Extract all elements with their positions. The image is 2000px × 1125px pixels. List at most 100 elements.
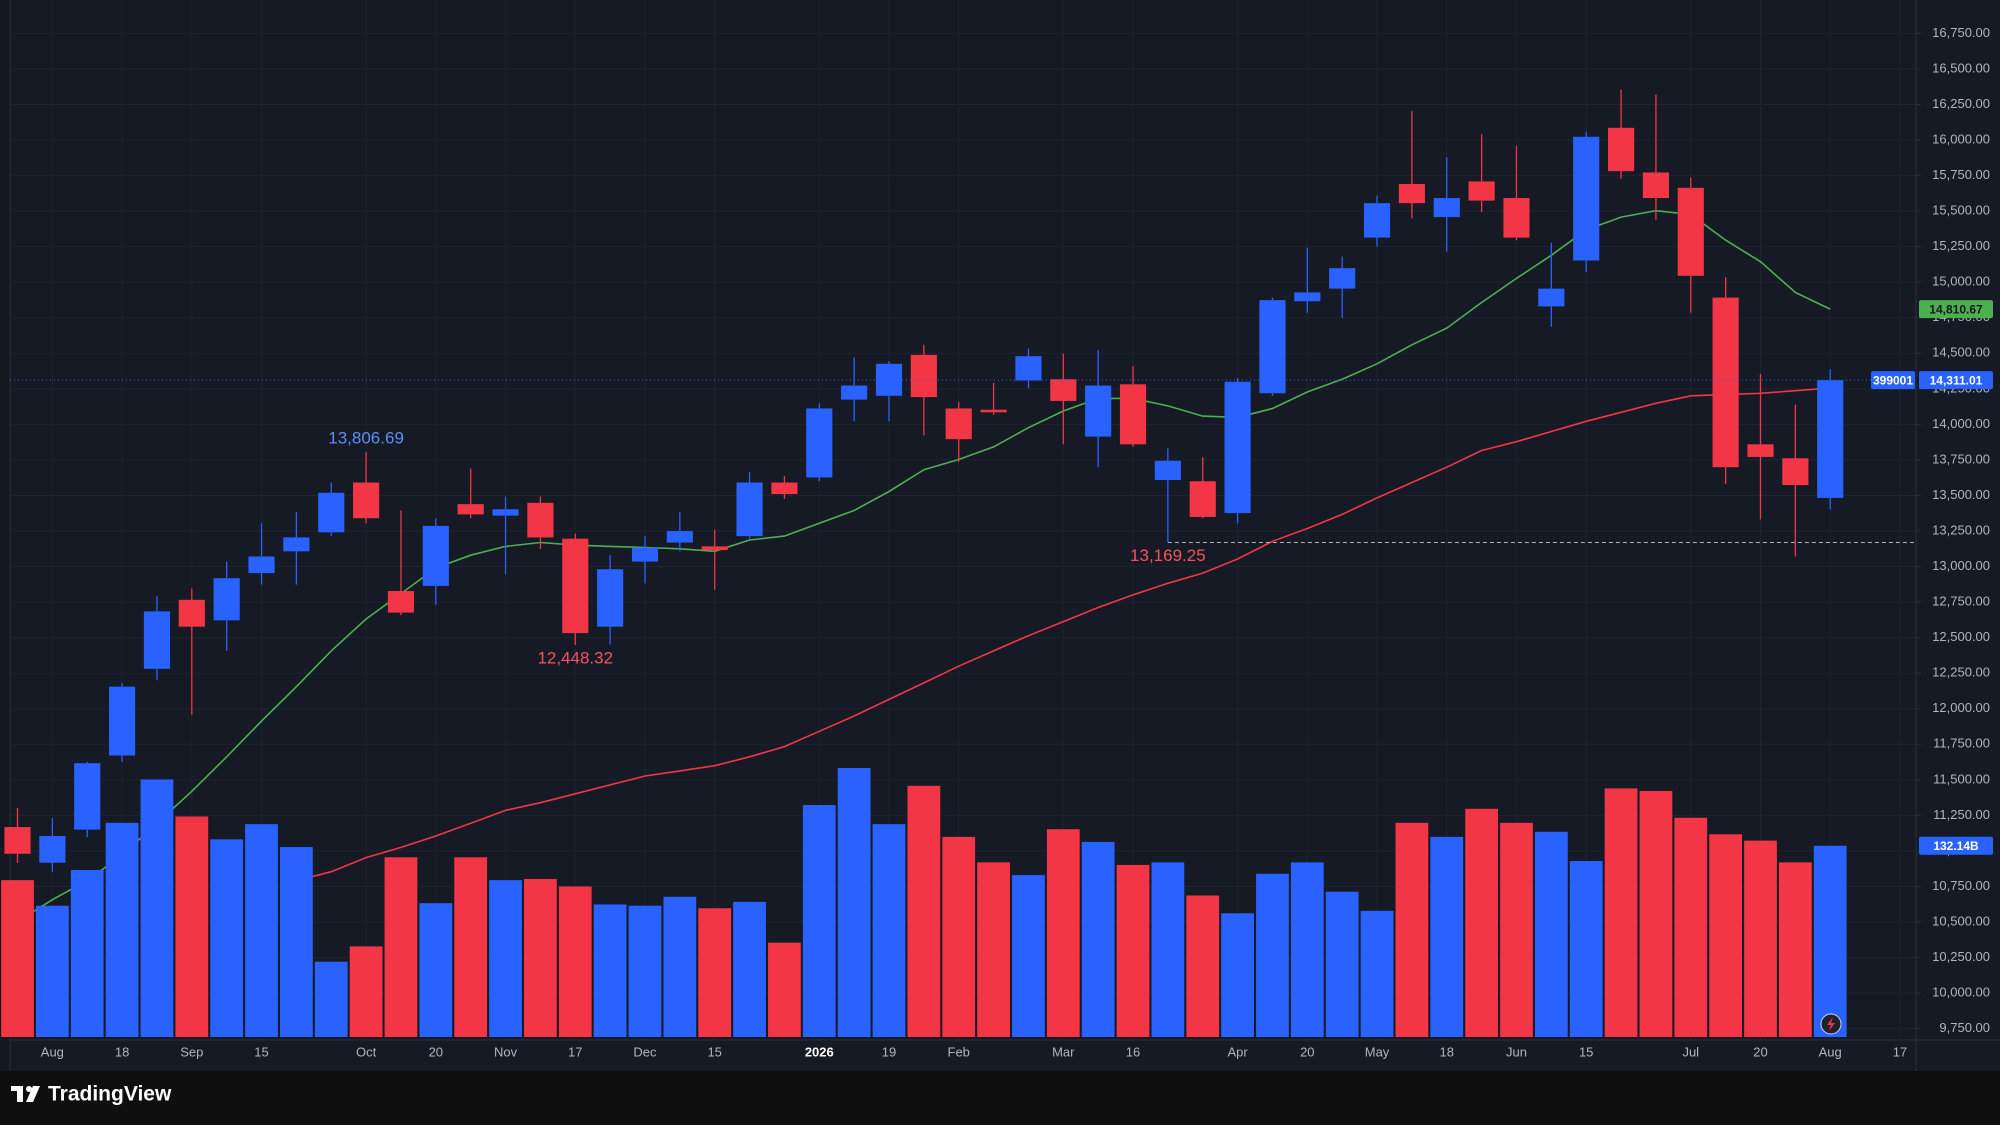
- x-tick-label: 20: [1300, 1044, 1314, 1059]
- candle-body: [1015, 356, 1042, 381]
- x-tick-label: 18: [115, 1044, 129, 1059]
- candle-body: [980, 409, 1007, 413]
- candle-body: [1329, 268, 1356, 289]
- x-tick-label: Sep: [180, 1044, 203, 1059]
- candle-body: [1085, 385, 1112, 437]
- volume-bar: [1012, 875, 1045, 1037]
- volume-bar: [1430, 836, 1464, 1037]
- candle-body: [1782, 458, 1809, 486]
- y-tick-label: 15,000.00: [1932, 274, 1990, 289]
- candle-body: [771, 482, 798, 495]
- x-tick-label: Aug: [41, 1044, 64, 1059]
- brand-logo: [11, 1086, 40, 1102]
- candle-body: [1363, 203, 1391, 238]
- icon-bolt: [1827, 1017, 1835, 1031]
- candle-body: [422, 525, 449, 586]
- volume-bar: [1081, 841, 1115, 1037]
- candle-body: [387, 591, 415, 613]
- candle-body: [178, 599, 205, 627]
- candle-body: [631, 547, 659, 562]
- candle-body: [1642, 172, 1669, 199]
- symbol-badge-bg: [1871, 371, 1915, 390]
- y-tick-label: 12,250.00: [1932, 665, 1990, 680]
- candle-body: [1747, 444, 1774, 457]
- y-tick-label: 11,250.00: [1933, 807, 1990, 822]
- volume-bar: [314, 961, 348, 1037]
- candle-body: [1433, 198, 1460, 218]
- footer: [0, 1071, 2000, 1125]
- ma-line: [17, 209, 1831, 923]
- candle-body: [1468, 181, 1495, 201]
- y-tick-label: 16,750.00: [1932, 25, 1990, 40]
- volume-bar: [663, 896, 697, 1037]
- y-tick-label: 10,000.00: [1932, 985, 1990, 1000]
- candle-body: [1398, 183, 1425, 204]
- candle-body: [527, 502, 554, 538]
- volume-bar: [175, 816, 209, 1037]
- y-tick-label: 10,500.00: [1932, 913, 1990, 928]
- candle-body: [353, 482, 380, 519]
- x-tick-label: 20: [1753, 1044, 1767, 1059]
- volume-bar: [1395, 822, 1429, 1037]
- volume-bar: [558, 886, 592, 1037]
- candle-body: [1607, 127, 1635, 172]
- candle-body: [1538, 288, 1565, 307]
- x-tick-label: 15: [254, 1044, 268, 1059]
- volume-bar: [1360, 910, 1394, 1037]
- x-tick-label: 16: [1126, 1044, 1140, 1059]
- volume-bar: [1465, 808, 1499, 1037]
- left-edge: [0, 0, 10, 1071]
- volume-bar: [419, 903, 453, 1037]
- volume-bar: [245, 824, 278, 1037]
- logo-part: [26, 1086, 40, 1102]
- candle-body: [701, 546, 728, 551]
- y-tick-label: 13,000.00: [1932, 558, 1990, 573]
- x-tick-label: Dec: [633, 1044, 657, 1059]
- volume-bar: [1290, 862, 1324, 1037]
- x-tick-label: 17: [1893, 1044, 1907, 1059]
- candle-body: [1294, 292, 1321, 302]
- x-tick-label: Feb: [948, 1044, 970, 1059]
- y-tick-label: 9,750.00: [1939, 1020, 1990, 1035]
- lightning-icon: [1820, 1013, 1842, 1035]
- y-tick-label: 14,000.00: [1932, 416, 1990, 431]
- x-tick-label: 20: [429, 1044, 443, 1059]
- x-tick-label: Mar: [1052, 1044, 1075, 1059]
- candle-body: [143, 611, 171, 669]
- y-tick-label: 15,500.00: [1932, 203, 1990, 218]
- y-tick-label: 15,250.00: [1932, 238, 1990, 253]
- y-tick-label: 11,500.00: [1933, 771, 1990, 786]
- candle-body: [666, 531, 693, 543]
- volume-bar: [1046, 829, 1080, 1037]
- volume-bar: [1256, 873, 1289, 1037]
- volume-bar: [1151, 862, 1185, 1037]
- volume-bar: [942, 836, 976, 1037]
- candle-body: [1259, 300, 1286, 394]
- candle-body: [1119, 384, 1147, 445]
- candle-body: [213, 578, 240, 621]
- x-tick-label: Jun: [1506, 1044, 1527, 1059]
- volume-bar: [733, 901, 766, 1037]
- volume-bar: [593, 904, 627, 1037]
- volume-bar: [1674, 817, 1708, 1037]
- volume-bar: [1, 880, 34, 1037]
- volume-bar: [1500, 822, 1533, 1037]
- y-tick-label: 16,000.00: [1932, 131, 1990, 146]
- volume-bar: [279, 847, 313, 1037]
- candle-body: [457, 504, 484, 515]
- candle-body: [875, 363, 903, 396]
- volume-bar: [489, 880, 522, 1037]
- candle-body: [1677, 187, 1704, 276]
- price-annotation: 12,448.32: [537, 648, 613, 667]
- volume-bar: [907, 785, 941, 1037]
- candle-body: [109, 686, 136, 756]
- x-tick-label: 18: [1440, 1044, 1454, 1059]
- volume-bar: [977, 862, 1010, 1037]
- axes: 9,750.00 10,000.00 10,250.00 10,500.00 10,75…: [41, 25, 1993, 1059]
- volume-bar: [210, 839, 244, 1037]
- y-tick-label: 15,750.00: [1932, 167, 1990, 182]
- candle-body: [1503, 198, 1530, 238]
- candle-body: [910, 354, 937, 398]
- volume-bar: [1325, 891, 1359, 1037]
